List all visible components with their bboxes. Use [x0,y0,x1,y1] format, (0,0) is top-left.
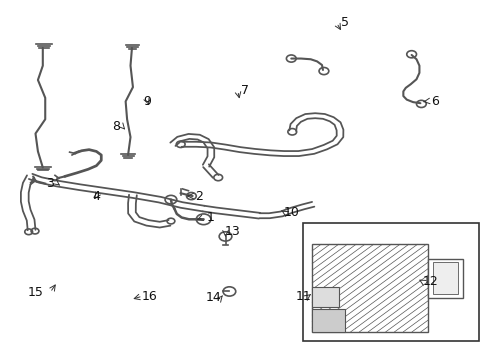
Text: 4: 4 [93,190,100,203]
Text: 5: 5 [341,16,349,29]
Text: 10: 10 [283,206,299,219]
Bar [312,244,428,332]
Bar [428,258,463,298]
Text: 2: 2 [195,190,203,203]
Text: 3: 3 [46,177,54,190]
Text: 7: 7 [241,84,249,97]
Bar [303,223,479,341]
Text: 15: 15 [27,286,44,299]
Text: 16: 16 [142,289,158,303]
Text: 11: 11 [295,289,311,303]
Text: 8: 8 [112,120,120,133]
Text: 9: 9 [144,95,151,108]
Text: 12: 12 [422,275,438,288]
Bar [433,262,458,294]
Bar [312,287,339,307]
Bar [312,309,345,332]
Text: 14: 14 [205,291,221,305]
Text: 6: 6 [431,95,439,108]
Text: 1: 1 [207,211,215,224]
Text: 13: 13 [225,225,241,238]
